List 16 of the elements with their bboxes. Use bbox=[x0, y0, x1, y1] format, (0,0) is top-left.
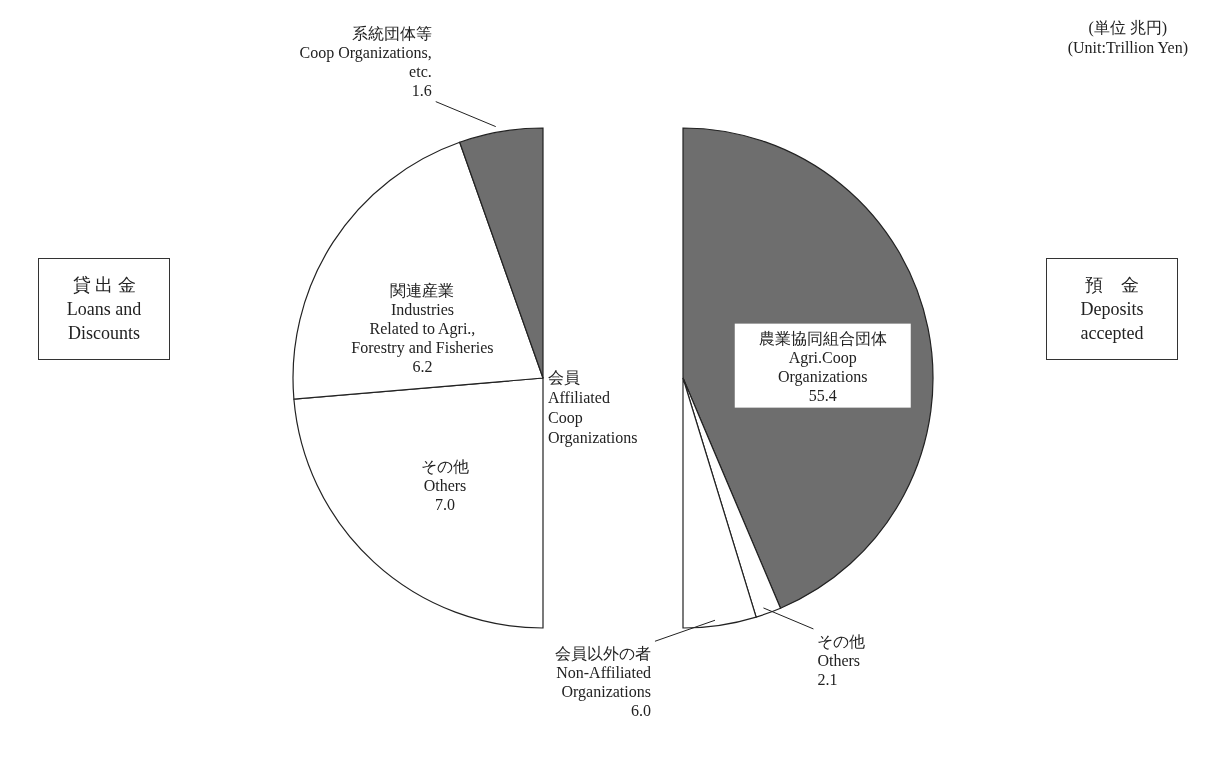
data-label: 1.6 bbox=[411, 81, 432, 99]
text: (単位 兆円) (Unit:Trillion Yen) bbox=[1067, 18, 1188, 58]
data-label: 7.0 bbox=[434, 496, 455, 514]
slice-label: その他 Others bbox=[817, 632, 866, 669]
data-label: 2.1 bbox=[817, 670, 838, 688]
text: 預 金 Deposits accepted bbox=[1079, 274, 1145, 345]
data-label: 6.2 bbox=[412, 358, 433, 376]
slice-label: 会員以外の者 Non-Affiliated Organizations bbox=[554, 645, 651, 702]
slice-label: 農業協同組合団体 Agri.Coop Organizations bbox=[758, 329, 887, 386]
slice-label: 関連産業 Industries Related to Agri., Forestry and Fisheries bbox=[351, 282, 494, 358]
data-label: 55.4 bbox=[808, 386, 837, 404]
data-label: 6.0 bbox=[630, 702, 651, 720]
slice-label: 系統団体等 Coop Organizations, etc. bbox=[299, 24, 432, 80]
text: 貸 出 金 Loans and Discounts bbox=[65, 274, 143, 345]
text: 会員 Affiliated Coop Organizations bbox=[548, 368, 638, 448]
slice-label: その他 Others bbox=[420, 458, 469, 495]
